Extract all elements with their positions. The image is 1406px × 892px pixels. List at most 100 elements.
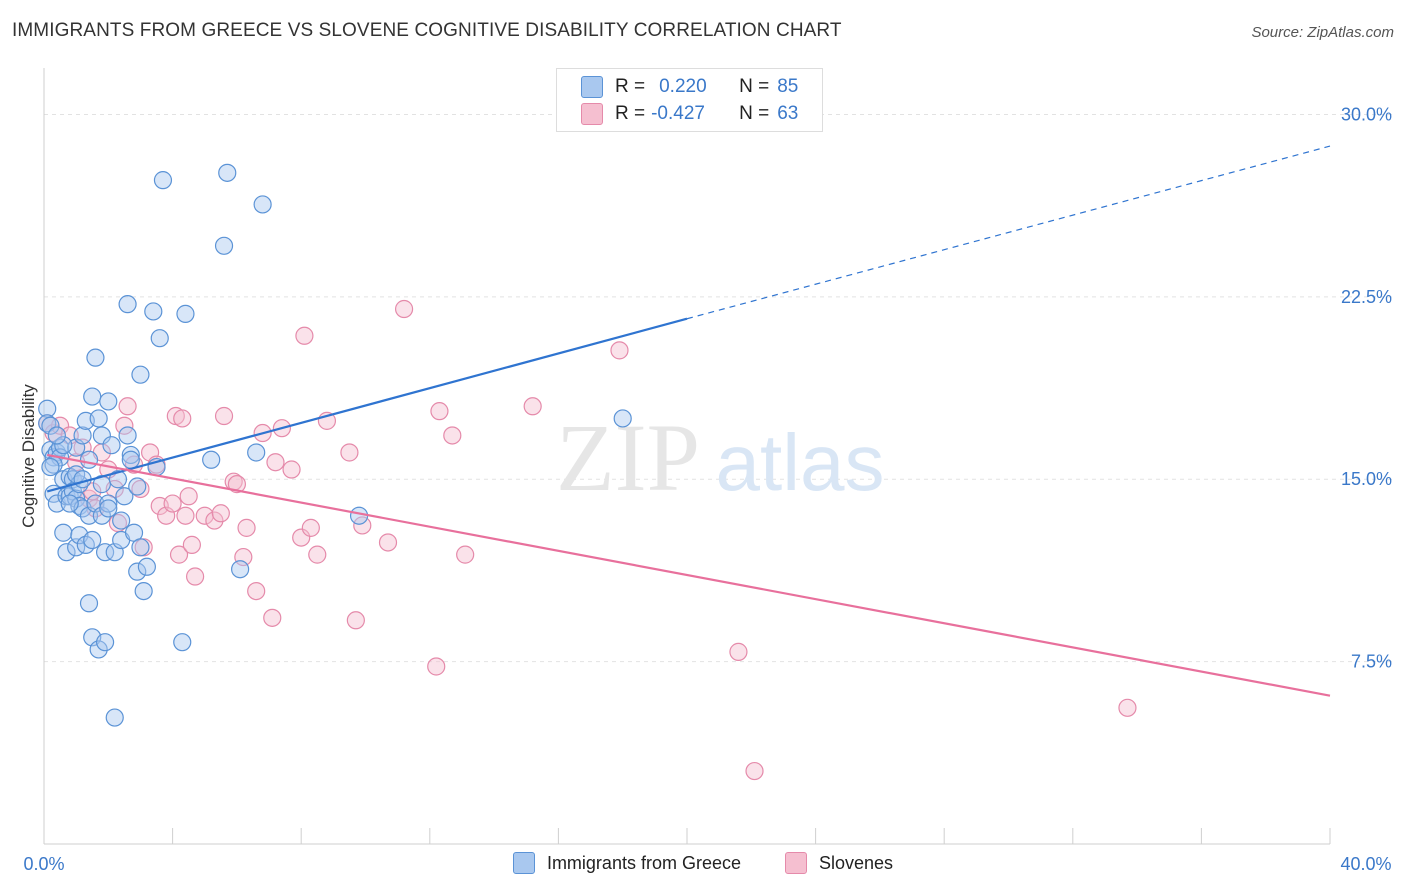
- slovenes-point: [745, 761, 764, 781]
- greece-point: [118, 295, 137, 314]
- greece-point: [176, 304, 195, 323]
- y-axis-label: Cognitive Disability: [19, 384, 38, 528]
- greece-point: [89, 640, 108, 659]
- legend-r-label: R =: [615, 76, 646, 97]
- legend-swatch-blue: [581, 76, 603, 98]
- greece-point: [108, 470, 128, 489]
- slovenes-point: [340, 443, 359, 462]
- greece-point: [73, 426, 92, 445]
- slovenes-point: [247, 581, 266, 601]
- slovenes-point: [523, 397, 542, 416]
- greece-point: [89, 409, 108, 428]
- greece-point: [173, 633, 192, 652]
- slovenes-point: [176, 506, 195, 525]
- slovenes-point: [263, 608, 282, 627]
- bottom-legend-greece: Immigrants from Greece: [512, 852, 741, 874]
- y-tick-label: 15.0%: [1341, 469, 1392, 489]
- legend-n-label: N =: [739, 103, 770, 124]
- greece-trend-line: [46, 317, 688, 493]
- greece-point: [121, 445, 140, 465]
- x-tick-labels: 0.0% 40.0%: [23, 854, 1391, 874]
- greece-point: [99, 499, 118, 518]
- slovenes-trend-line: [47, 453, 1331, 697]
- slovenes-point: [394, 299, 414, 319]
- bottom-legend-swatch-blue: [512, 852, 535, 874]
- slovenes-point: [108, 513, 128, 533]
- watermark: ZIP atlas: [556, 404, 884, 511]
- slovenes-point: [115, 416, 134, 435]
- greece-point: [131, 538, 150, 557]
- greece-point: [83, 530, 102, 550]
- greece-point: [60, 494, 79, 513]
- greece-point: [79, 450, 99, 469]
- slovenes-point: [346, 611, 365, 630]
- slovenes-point: [266, 453, 285, 472]
- greece-point: [128, 477, 147, 496]
- greece-point: [54, 523, 73, 542]
- greece-point: [128, 562, 147, 581]
- greece-point: [38, 414, 57, 433]
- slovenes-point: [173, 409, 192, 428]
- greece-point: [41, 457, 60, 477]
- legend-r-value: 0.220: [659, 76, 707, 97]
- greece-point: [102, 436, 121, 455]
- series-immigrants-from-greece: [38, 163, 632, 727]
- bottom-legend-slovenes: Slovenes: [784, 852, 894, 874]
- greece-point: [105, 708, 124, 727]
- slovenes-point: [1118, 698, 1137, 717]
- source-label: Source: ZipAtlas.com: [1251, 24, 1394, 41]
- legend-box: R = 0.220 N = 85 R = -0.427 N = 63: [556, 68, 823, 132]
- greece-point: [218, 163, 237, 182]
- greece-point: [99, 392, 118, 411]
- greece-point: [47, 426, 66, 445]
- legend-n-label: N =: [739, 76, 770, 97]
- slovenes-point: [292, 528, 311, 547]
- greece-point: [253, 195, 272, 214]
- slovenes-point: [308, 545, 327, 564]
- greece-point: [144, 302, 163, 321]
- slovenes-point: [295, 326, 314, 345]
- x-tick-label: 0.0%: [23, 854, 64, 874]
- greece-point: [118, 426, 137, 445]
- greece-point: [214, 236, 234, 255]
- legend-row-greece: R = 0.220 N = 85: [581, 74, 798, 100]
- greece-point: [613, 409, 632, 428]
- slovenes-point: [163, 494, 182, 513]
- greece-point: [38, 399, 57, 418]
- slovenes-point: [227, 475, 246, 494]
- slovenes-point: [211, 504, 230, 523]
- slovenes-point: [427, 657, 446, 676]
- trend-lines: [46, 145, 1331, 697]
- slovenes-point: [118, 397, 137, 416]
- grid-lines: [44, 113, 1392, 663]
- slovenes-point: [179, 487, 198, 506]
- legend-r-label: R =: [615, 103, 646, 124]
- slovenes-point: [443, 426, 462, 445]
- greece-point: [57, 543, 76, 562]
- slovenes-point: [237, 518, 256, 537]
- slovenes-point: [729, 642, 748, 661]
- y-tick-labels: 7.5% 15.0% 22.5% 30.0%: [1341, 104, 1392, 671]
- greece-point: [112, 511, 131, 530]
- slovenes-point: [282, 460, 301, 479]
- greece-point: [92, 426, 111, 445]
- bottom-legend-swatch-pink: [784, 852, 807, 874]
- slovenes-point: [430, 402, 449, 421]
- legend-n-value: 85: [777, 76, 799, 97]
- slovenes-point: [378, 533, 398, 552]
- series-slovenes: [38, 299, 1137, 781]
- slovenes-point: [610, 341, 629, 360]
- y-tick-label: 22.5%: [1341, 287, 1392, 307]
- legend-row-slovenes: R = -0.427 N = 63: [581, 101, 798, 127]
- bottom-legend-label: Slovenes: [818, 852, 894, 873]
- greece-point: [115, 487, 134, 506]
- greece-point: [153, 171, 173, 190]
- watermark-zip: ZIP: [556, 404, 700, 511]
- x-tick-label: 40.0%: [1340, 854, 1391, 874]
- greece-point: [150, 329, 169, 348]
- greece-point: [99, 494, 118, 513]
- greece-point: [349, 506, 369, 525]
- greece-point: [54, 436, 73, 455]
- greece-point: [137, 557, 156, 576]
- greece-point: [121, 450, 140, 469]
